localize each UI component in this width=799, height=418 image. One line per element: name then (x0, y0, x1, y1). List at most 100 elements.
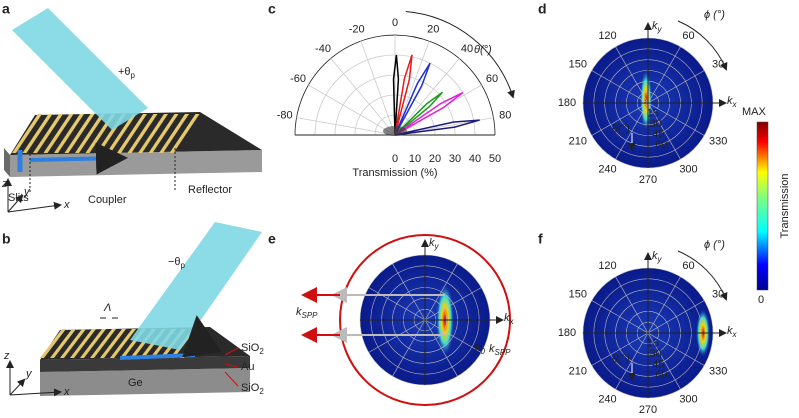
device-a (4, 8, 262, 213)
axis-y: y (23, 186, 31, 198)
grating-ridge (127, 114, 158, 153)
panel-label: f (538, 231, 543, 247)
grid-spoke (647, 332, 705, 366)
azimuth-tick-label: 330 (709, 135, 727, 147)
layer-label-main: SiO (241, 342, 260, 354)
colorbar-title: Transmission (779, 174, 791, 239)
grid-spoke (647, 276, 681, 334)
azimuth-tick-label: 180 (558, 327, 576, 339)
axis-x: x (63, 386, 70, 398)
radial-tick-label: 0 (392, 153, 398, 165)
grating-ridge (54, 114, 84, 153)
panel-label: d (538, 1, 547, 17)
azimuth-tick-label: 270 (639, 174, 657, 186)
polar-tick-label: 60 (655, 139, 667, 151)
azimuth-tick-label: 150 (569, 288, 587, 300)
angle-tick-label: -80 (277, 109, 293, 121)
polar-tick-label: 30 (649, 348, 661, 360)
panel-label: b (2, 231, 11, 247)
grid-spoke (424, 263, 458, 321)
coupler-label: Coupler (88, 194, 127, 206)
kx-label: kx (727, 95, 738, 109)
kspp-label: kSPP (296, 306, 318, 320)
angle-axis-label: θ(°) (474, 44, 492, 56)
azimuth-tick-label: 30 (712, 288, 724, 300)
kx-label: kx (727, 325, 738, 339)
incident-angle: −θp (168, 256, 186, 270)
angle-tick-label: 80 (499, 109, 511, 121)
slits-label: Slits (8, 192, 29, 204)
kx-label: kx (504, 312, 515, 326)
axis-z: z (1, 178, 8, 190)
azimuth-tick-label: 30 (712, 58, 724, 70)
radial-tick-label: 30 (449, 153, 461, 165)
grid-spoke (296, 117, 396, 136)
layer-label: SiO2 (241, 342, 264, 356)
grid-spoke (424, 319, 482, 353)
x-axis-label: Transmission (%) (352, 167, 437, 179)
kx-label-sub: x (732, 330, 738, 339)
grid-spoke (615, 332, 649, 390)
ky-label-sub: y (657, 25, 663, 34)
layer-label-sub: 2 (259, 347, 264, 356)
lobe (394, 91, 464, 136)
azimuth-tick-label: 210 (569, 135, 587, 147)
azimuth-tick-label: 60 (682, 260, 694, 272)
grid-spoke (424, 319, 458, 377)
polar-tick-label: 15 (647, 107, 659, 119)
grating-ridge (169, 114, 200, 153)
theta-label: θ(°) (612, 123, 630, 135)
grid-spoke (392, 319, 426, 377)
grid-spoke (392, 263, 426, 321)
period-label: Λ (103, 302, 111, 314)
panel-label: a (2, 1, 10, 17)
azimuth-tick-label: 300 (679, 394, 697, 406)
grid-spoke (368, 319, 426, 353)
grid-spoke (615, 46, 649, 104)
grating-ridge (159, 114, 189, 153)
angle-tick-label: -60 (290, 73, 306, 85)
ky-label-sub: y (434, 242, 440, 251)
azimuth-tick-label: 180 (558, 97, 576, 109)
grid-spoke (368, 287, 426, 321)
incident-angle-main: +θ (118, 66, 131, 78)
grating-ridge (110, 329, 136, 358)
k0-label-sub: 0 (481, 347, 486, 356)
radial-tick-label: 20 (429, 153, 441, 165)
radial-tick-label: 40 (469, 153, 481, 165)
ky-label: ky (429, 237, 440, 251)
grating-ridge (12, 114, 42, 153)
substrate-label: Ge (128, 377, 143, 389)
phi-arrow (677, 20, 728, 71)
angle-tick-label: 40 (461, 43, 473, 55)
kx-label-main: k (504, 312, 510, 324)
ky-label-main: k (429, 237, 435, 249)
grid-spoke (591, 70, 649, 104)
grating-ridge (33, 114, 63, 153)
grating-ridge (22, 114, 53, 153)
ky-label: ky (652, 250, 663, 264)
azimuth-tick-label: 150 (569, 58, 587, 70)
k0-label-main: k (475, 342, 481, 354)
azimuth-tick-label: 240 (598, 394, 616, 406)
grid-spoke (308, 84, 396, 136)
incident-angle-sub: p (181, 261, 186, 270)
kx-label-main: k (727, 325, 733, 337)
azimuth-tick-label: 210 (569, 365, 587, 377)
polar-tick-label: 45 (652, 358, 664, 370)
spp-ring (339, 234, 511, 406)
colorbar (756, 121, 769, 291)
ky-label: ky (652, 20, 663, 34)
axis-y: y (25, 368, 33, 380)
grid-spoke (647, 300, 705, 334)
lobe (392, 54, 400, 136)
theta-label: θ(°) (612, 353, 630, 365)
layer-label-main: SiO (241, 382, 260, 394)
azimuth-tick-label: 270 (639, 404, 657, 416)
layer-label: SiO2 (241, 382, 264, 396)
radial-tick-label: 10 (409, 153, 421, 165)
kspp-label-sub: SPP (302, 311, 319, 320)
polar-tick-label: 15 (647, 337, 659, 349)
grid-spoke (647, 70, 705, 104)
kx-label-sub: x (509, 317, 515, 326)
